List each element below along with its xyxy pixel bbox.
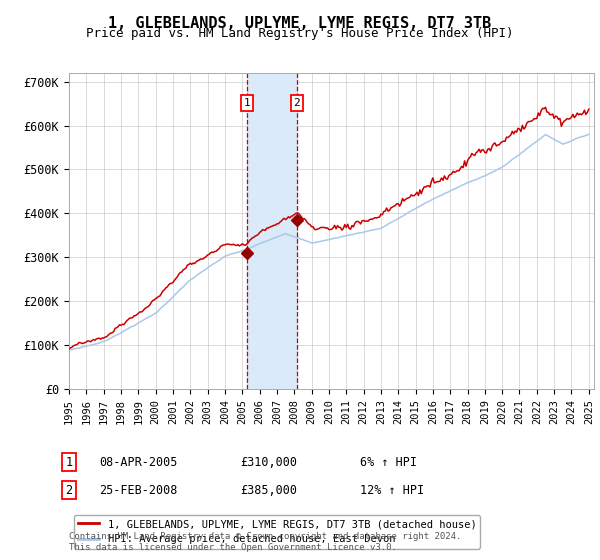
Text: £310,000: £310,000 (240, 455, 297, 469)
Text: Price paid vs. HM Land Registry's House Price Index (HPI): Price paid vs. HM Land Registry's House … (86, 27, 514, 40)
Text: 2: 2 (293, 98, 300, 108)
Text: 12% ↑ HPI: 12% ↑ HPI (360, 483, 424, 497)
Text: 6% ↑ HPI: 6% ↑ HPI (360, 455, 417, 469)
Text: Contains HM Land Registry data © Crown copyright and database right 2024.
This d: Contains HM Land Registry data © Crown c… (69, 532, 461, 552)
Text: £385,000: £385,000 (240, 483, 297, 497)
Text: 1: 1 (65, 455, 73, 469)
Text: 08-APR-2005: 08-APR-2005 (99, 455, 178, 469)
Text: 1, GLEBELANDS, UPLYME, LYME REGIS, DT7 3TB: 1, GLEBELANDS, UPLYME, LYME REGIS, DT7 3… (109, 16, 491, 31)
Text: 1: 1 (244, 98, 250, 108)
Text: 2: 2 (65, 483, 73, 497)
Legend: 1, GLEBELANDS, UPLYME, LYME REGIS, DT7 3TB (detached house), HPI: Average price,: 1, GLEBELANDS, UPLYME, LYME REGIS, DT7 3… (74, 515, 481, 548)
Bar (247, 73, 297, 389)
Text: 25-FEB-2008: 25-FEB-2008 (99, 483, 178, 497)
